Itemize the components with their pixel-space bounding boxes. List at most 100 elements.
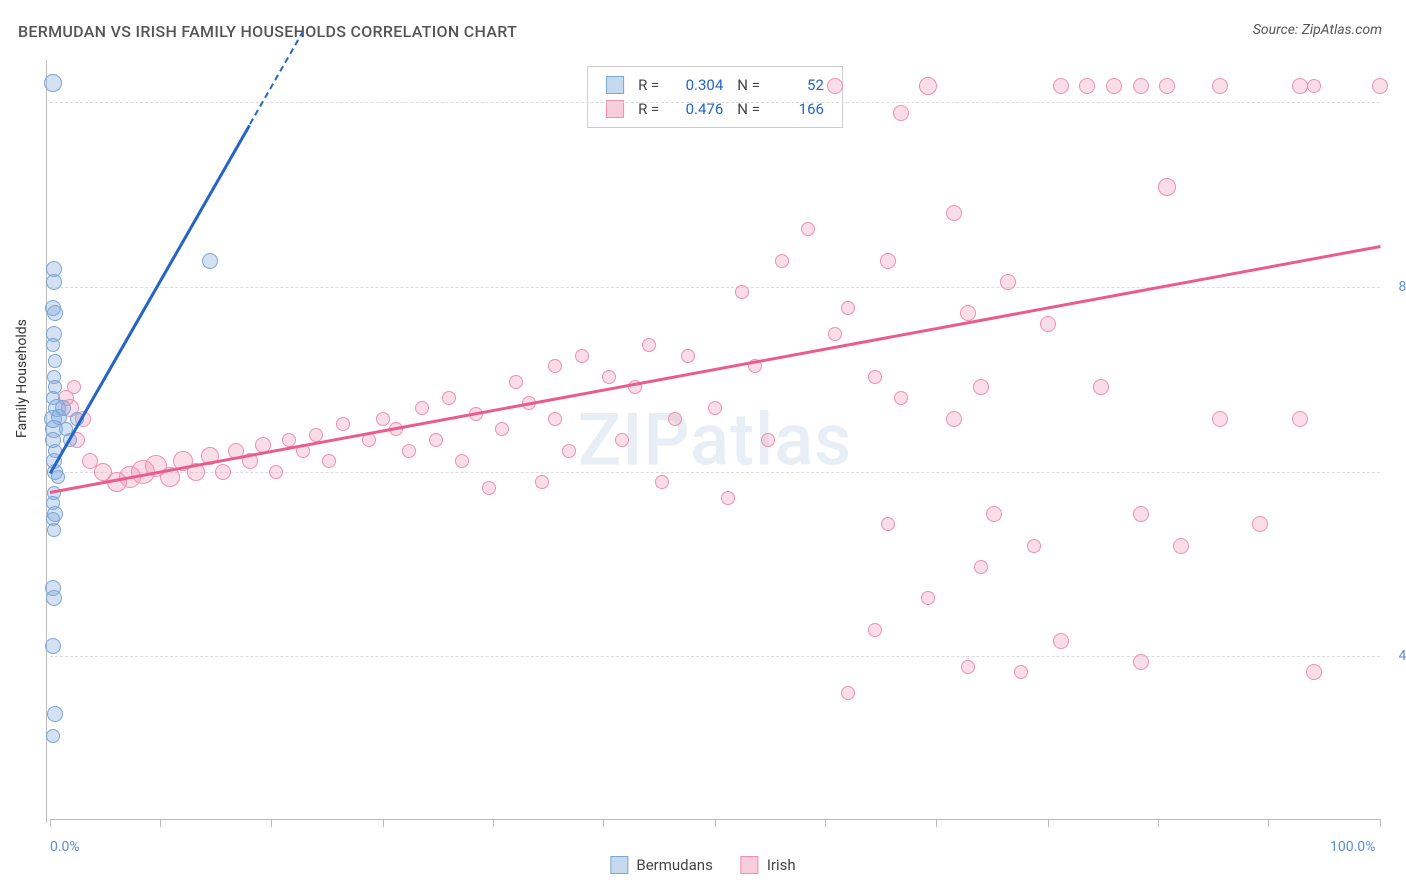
x-tick [50,819,51,827]
data-point-pink [1133,506,1149,522]
data-point-pink [921,591,935,605]
y-tick-label: 47.5% [1398,648,1406,664]
pink-r-value: 0.476 [673,97,723,121]
trend-line [249,31,304,125]
data-point-pink [880,253,896,269]
r-label: R = [638,73,659,97]
x-tick-label: 0.0% [50,839,80,855]
data-point-pink [1106,78,1122,94]
data-point-pink [1307,79,1321,93]
x-tick [1158,819,1159,827]
data-point-pink [681,349,695,363]
data-point-pink [562,444,576,458]
data-point-pink [1040,316,1056,332]
data-point-pink [535,475,549,489]
data-point-pink [668,412,682,426]
data-point-pink [868,370,882,384]
data-point-pink [1173,538,1189,554]
y-tick-label: 82.5% [1398,279,1406,295]
data-point-pink [1000,274,1016,290]
data-point-pink [1212,411,1228,427]
data-point-pink [973,379,989,395]
data-point-pink [1027,539,1041,553]
data-point-pink [841,686,855,700]
data-point-pink [495,422,509,436]
data-point-pink [893,105,909,121]
data-point-pink [801,222,815,236]
data-point-pink [1159,78,1175,94]
trend-line [49,124,251,474]
x-tick [383,819,384,827]
data-point-pink [1372,78,1388,94]
data-point-pink [960,305,976,321]
data-point-pink [402,444,416,458]
stats-row-blue: R = 0.304 N = 52 [606,73,824,97]
gridline [50,102,1380,103]
x-tick [936,819,937,827]
r-label: R = [638,97,659,121]
data-point-pink [548,359,562,373]
data-point-blue [47,706,63,722]
data-point-pink [1014,665,1028,679]
data-point-pink [775,254,789,268]
data-point-pink [946,411,962,427]
data-point-pink [1133,654,1149,670]
x-tick [715,819,716,827]
x-tick [160,819,161,827]
data-point-pink [868,623,882,637]
x-tick [493,819,494,827]
data-point-pink [761,433,775,447]
data-point-pink [881,517,895,531]
data-point-pink [827,78,843,94]
data-point-blue [47,523,61,537]
data-point-pink [94,463,112,481]
legend-pink-label: Irish [767,856,796,874]
data-point-pink [1053,633,1069,649]
data-point-blue [55,400,71,416]
legend-blue-label: Bermudans [636,856,712,874]
data-point-pink [415,401,429,415]
data-point-blue [47,305,63,321]
data-point-blue [48,354,62,368]
legend-item-pink: Irish [741,856,796,874]
data-point-pink [919,77,937,95]
n-label: N = [737,97,760,121]
x-tick [1268,819,1269,827]
trend-line [50,245,1380,493]
data-point-pink [1093,379,1109,395]
data-point-blue [202,253,218,269]
data-point-blue [46,729,60,743]
data-point-pink [1306,664,1322,680]
source-label: Source: ZipAtlas.com [1253,22,1382,38]
data-point-pink [708,401,722,415]
data-point-blue [46,338,60,352]
data-point-blue [46,590,62,606]
data-point-pink [655,475,669,489]
x-tick [1048,819,1049,827]
data-point-blue [46,274,62,290]
data-point-pink [1158,178,1176,196]
data-point-pink [602,370,616,384]
data-point-pink [442,391,456,405]
data-point-pink [974,560,988,574]
data-point-pink [429,433,443,447]
data-point-pink [986,506,1002,522]
data-point-pink [309,428,323,442]
data-point-pink [894,391,908,405]
data-point-pink [642,338,656,352]
data-point-pink [322,454,336,468]
data-point-pink [215,464,231,480]
x-tick [603,819,604,827]
data-point-blue [45,638,61,654]
data-point-pink [735,285,749,299]
gridline [50,656,1380,657]
data-point-pink [1079,78,1095,94]
data-point-pink [841,301,855,315]
data-point-pink [961,660,975,674]
data-point-pink [455,454,469,468]
data-point-pink [509,375,523,389]
data-point-pink [1133,78,1149,94]
scatter-plot-area: ZIPatlas R = 0.304 N = 52 R = 0.476 N = … [50,60,1380,820]
swatch-blue-icon [610,856,628,874]
legend-item-blue: Bermudans [610,856,712,874]
